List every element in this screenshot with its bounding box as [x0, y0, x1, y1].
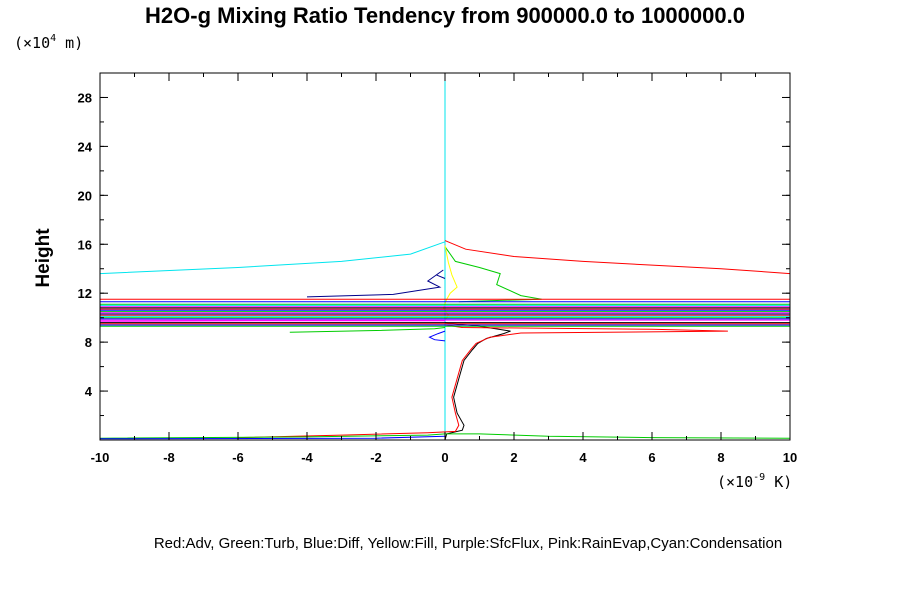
y-tick-label: 16	[78, 237, 92, 252]
series-line-9	[306, 269, 446, 298]
x-tick-label: 4	[579, 450, 587, 465]
y-tick-label: 12	[78, 286, 92, 301]
y-tick-label: 20	[78, 188, 92, 203]
series-line-0	[99, 73, 446, 440]
series-group	[99, 73, 791, 441]
legend-text: Red:Adv, Green:Turb, Blue:Diff, Yellow:F…	[154, 535, 782, 552]
series-line-8	[428, 330, 446, 342]
x-tick-label: -6	[232, 450, 244, 465]
x-tick-label: -2	[370, 450, 382, 465]
series-line-5	[289, 327, 446, 333]
series-line-11	[99, 320, 445, 322]
series-line-2	[237, 324, 728, 439]
x-tick-label: 8	[717, 450, 724, 465]
y-tick-label: 8	[85, 335, 92, 350]
x-tick-label: 0	[441, 450, 448, 465]
y-tick-label: 4	[85, 384, 93, 399]
x-tick-label: 6	[648, 450, 655, 465]
series-line-6	[444, 246, 542, 303]
x-tick-label: 10	[783, 450, 797, 465]
y-tick-label: 28	[78, 90, 92, 105]
x-tick-label: -8	[163, 450, 175, 465]
x-tick-label: -4	[301, 450, 313, 465]
y-tick-label: 24	[78, 139, 93, 154]
chart-title: H2O-g Mixing Ratio Tendency from 900000.…	[145, 3, 745, 28]
y-axis-label: Height	[33, 228, 54, 288]
x-tick-label: -10	[91, 450, 110, 465]
series-line-3	[444, 240, 791, 275]
series-line-4	[99, 433, 791, 439]
x-axis-unit: (×10-9 K)	[717, 472, 792, 491]
x-tick-label: 2	[510, 450, 517, 465]
y-axis-unit: (×104 m)	[14, 33, 83, 52]
series-line-1	[444, 322, 511, 441]
